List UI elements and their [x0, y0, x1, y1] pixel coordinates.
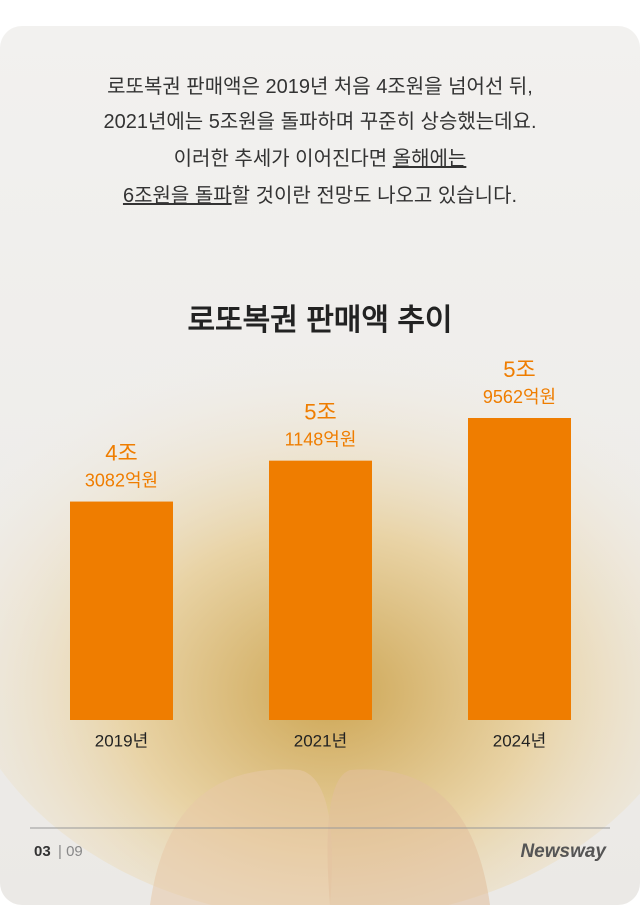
intro-line: 6조원을 돌파할 것이란 전망도 나오고 있습니다.: [123, 184, 517, 207]
page-total: | 09: [58, 843, 83, 860]
value-label-sub: 3082억원: [85, 470, 158, 490]
page-number: 03: [34, 843, 51, 860]
x-tick-label: 2024년: [493, 731, 546, 750]
value-label-main: 5조: [304, 399, 336, 424]
intro-line: 이러한 추세가 이어진다면 올해에는: [174, 147, 467, 170]
bar: [269, 460, 372, 720]
intro-text-underlined: 6조원을 돌파: [123, 184, 232, 207]
value-label-main: 5조: [503, 357, 535, 382]
intro-text: 할 것이란 전망도 나오고 있습니다.: [232, 184, 517, 207]
logo: Newsway: [520, 841, 607, 862]
hand: [327, 769, 490, 905]
bar: [468, 418, 571, 720]
x-tick-label: 2021년: [294, 731, 347, 750]
intro-line: 로또복권 판매액은 2019년 처음 4조원을 넘어선 뒤,: [107, 75, 533, 98]
value-label-main: 4조: [105, 440, 137, 465]
intro-text: 2021년에는 5조원을 돌파하며 꾸준히 상승했는데요.: [104, 110, 537, 133]
intro-text: 로또복권 판매액은 2019년 처음 4조원을 넘어선 뒤,: [107, 75, 533, 98]
hand: [150, 769, 332, 905]
intro-text: 이러한 추세가 이어진다면: [174, 147, 393, 170]
x-tick-label: 2019년: [95, 731, 148, 750]
value-label-sub: 9562억원: [483, 387, 556, 407]
intro-text-underlined: 올해에는: [393, 147, 467, 170]
chart-title: 로또복권 판매액 추이: [187, 304, 452, 337]
bar: [70, 501, 173, 720]
intro-line: 2021년에는 5조원을 돌파하며 꾸준히 상승했는데요.: [104, 110, 537, 133]
value-label-sub: 1148억원: [285, 429, 357, 449]
